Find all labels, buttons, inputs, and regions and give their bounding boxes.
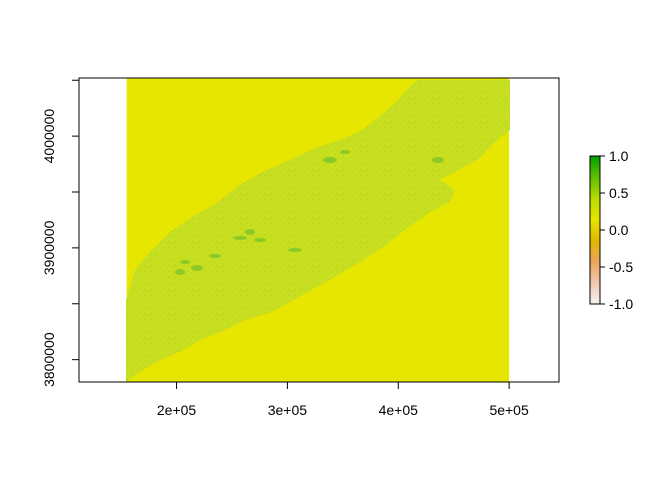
- y-tick-label: 4000000: [41, 109, 57, 164]
- legend-tick-label: -0.5: [609, 259, 633, 275]
- legend-ticks: 1.0 0.5 0.0 -0.5 -1.0: [600, 148, 633, 312]
- dense-patch: [209, 254, 221, 258]
- x-axis: 2e+05 3e+05 4e+05 5e+05: [157, 381, 529, 418]
- legend-colorbar: [589, 155, 601, 305]
- y-tick-label: 3800000: [41, 332, 57, 387]
- dense-patch: [432, 157, 444, 163]
- x-tick-label: 2e+05: [157, 402, 197, 418]
- legend-tick-label: -1.0: [609, 296, 633, 312]
- dense-patch: [175, 269, 185, 275]
- color-legend: 1.0 0.5 0.0 -0.5 -1.0: [589, 148, 633, 312]
- raster-dense-patches: [175, 150, 444, 275]
- dense-patch: [233, 236, 247, 240]
- dense-patch: [191, 265, 203, 271]
- dense-patch: [245, 229, 255, 235]
- legend-tick-label: 0.0: [609, 222, 629, 238]
- x-tick-label: 3e+05: [268, 402, 308, 418]
- dense-patch: [340, 150, 350, 154]
- legend-tick-label: 0.5: [609, 185, 629, 201]
- raster-vegetation-region: [126, 80, 510, 382]
- dense-patch: [180, 260, 190, 264]
- raster-layer: [126, 78, 510, 382]
- x-tick-label: 5e+05: [489, 402, 529, 418]
- legend-tick-label: 1.0: [609, 148, 629, 164]
- dense-patch: [288, 248, 302, 252]
- dense-patch: [254, 238, 266, 242]
- x-tick-label: 4e+05: [379, 402, 419, 418]
- dense-patch: [323, 157, 337, 163]
- y-tick-label: 3900000: [41, 220, 57, 275]
- y-axis: 3800000 3900000 4000000: [41, 79, 80, 387]
